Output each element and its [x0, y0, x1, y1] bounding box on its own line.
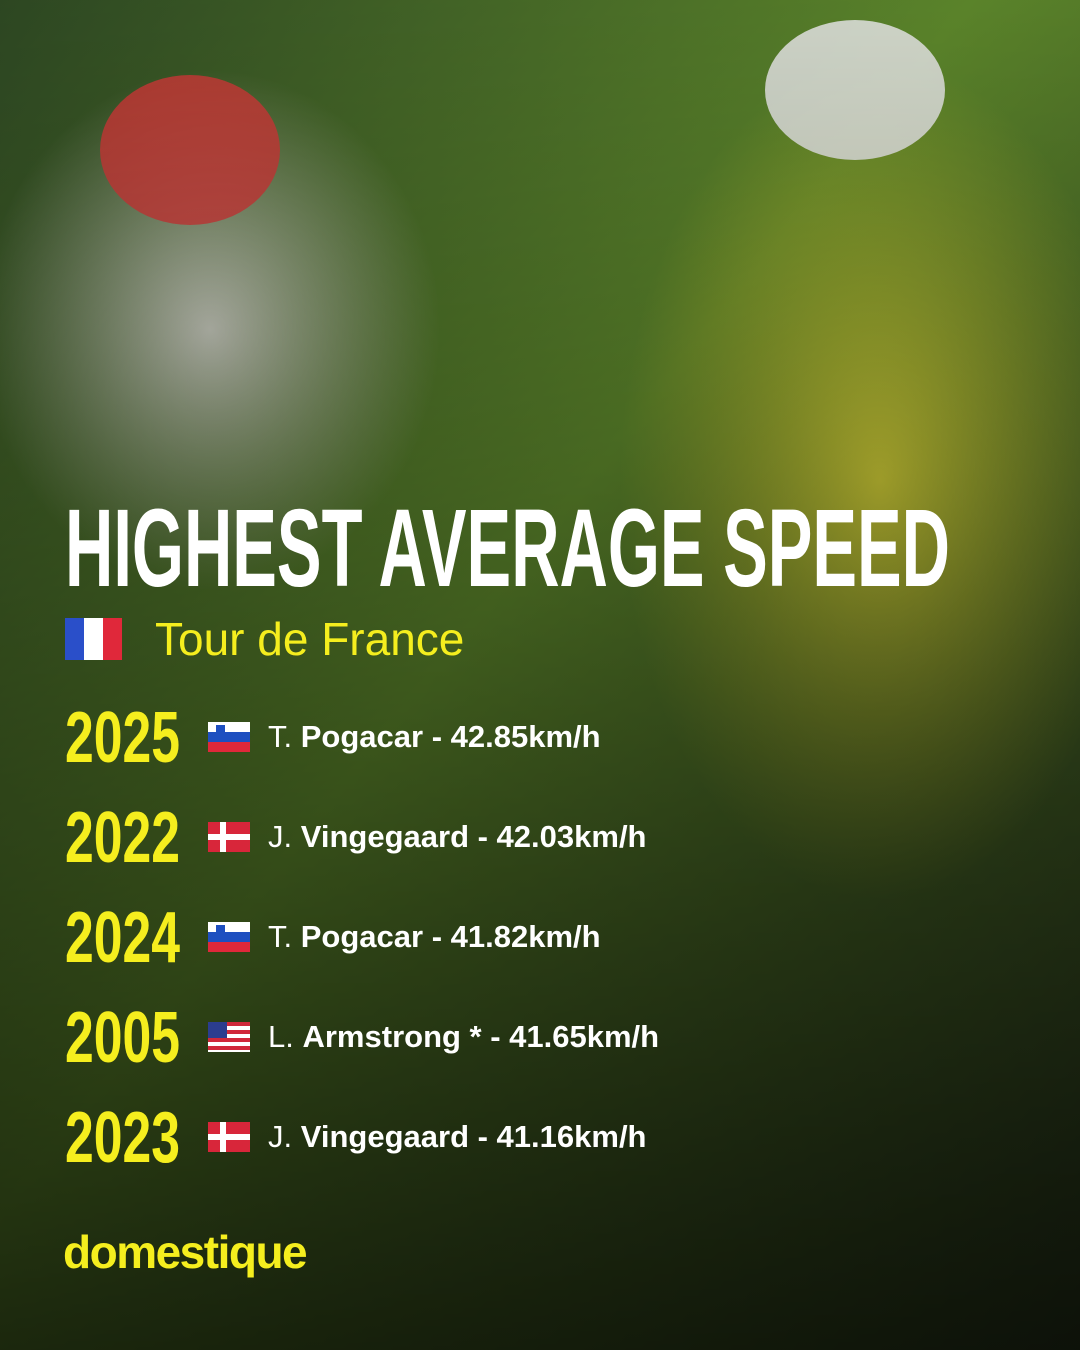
initial: T. [268, 919, 292, 954]
row: 2005 L. Armstrong * - 41.65km/h [65, 998, 659, 1078]
year: 2005 [65, 998, 180, 1078]
initial: J. [268, 1119, 292, 1154]
name-speed: Pogacar - 41.82km/h [301, 919, 601, 954]
rider: T. Pogacar - 42.85km/h [268, 719, 601, 754]
france-flag [65, 618, 122, 660]
row: 2025 T. Pogacar - 42.85km/h [65, 698, 601, 778]
initial: T. [268, 719, 292, 754]
year: 2023 [65, 1098, 180, 1178]
row: 2022 J. Vingegaard - 42.03km/h [65, 798, 647, 878]
rider: J. Vingegaard - 41.16km/h [268, 1119, 647, 1154]
flag [208, 1122, 250, 1152]
row: 2024 T. Pogacar - 41.82km/h [65, 898, 601, 978]
brand-logo: domestique [63, 1226, 307, 1278]
year: 2024 [65, 898, 180, 978]
flag [208, 722, 250, 752]
rider: L. Armstrong * - 41.65km/h [268, 1019, 659, 1054]
rider: T. Pogacar - 41.82km/h [268, 919, 601, 954]
name-speed: Armstrong * - 41.65km/h [302, 1019, 659, 1054]
initial: L. [268, 1019, 294, 1054]
flag [208, 1022, 250, 1052]
year: 2025 [65, 698, 180, 778]
name-speed: Vingegaard - 41.16km/h [301, 1119, 647, 1154]
initial: J. [268, 819, 292, 854]
name-speed: Vingegaard - 42.03km/h [301, 819, 647, 854]
row: 2023 J. Vingegaard - 41.16km/h [65, 1098, 647, 1178]
year: 2022 [65, 798, 180, 878]
rider: J. Vingegaard - 42.03km/h [268, 819, 647, 854]
flag [208, 922, 250, 952]
subtitle: Tour de France [155, 613, 464, 665]
name-speed: Pogacar - 42.85km/h [301, 719, 601, 754]
title: HIGHEST AVERAGE SPEED [65, 487, 950, 610]
flag [208, 822, 250, 852]
